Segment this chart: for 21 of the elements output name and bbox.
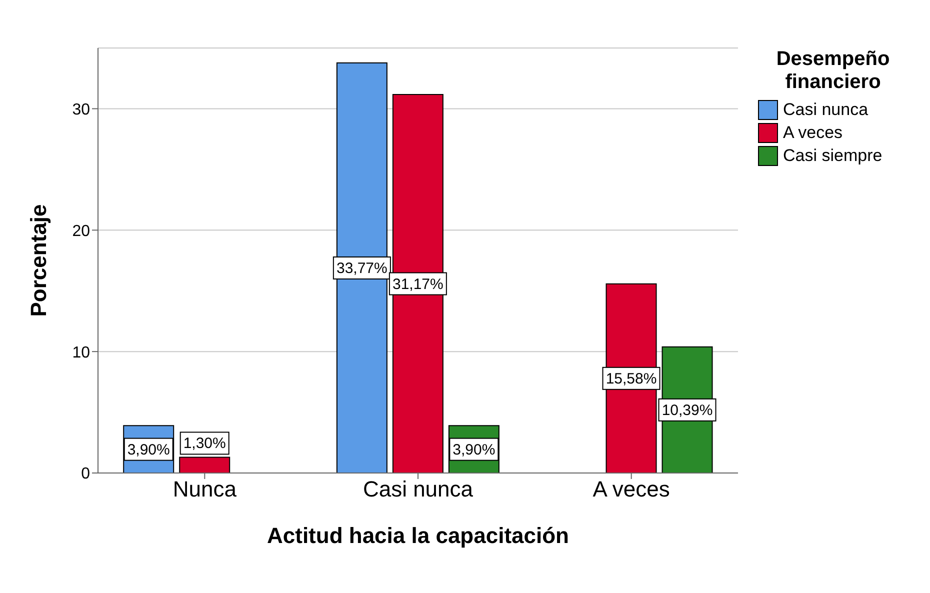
- x-tick-label: Nunca: [172, 476, 238, 502]
- y-axis-title: Porcentaje: [26, 204, 51, 317]
- data-label: 33,77%: [336, 260, 388, 277]
- x-tick-label: A veces: [592, 476, 670, 502]
- data-label: 3,90%: [127, 441, 170, 458]
- y-tick-label: 0: [81, 466, 90, 483]
- bar: [179, 456, 230, 473]
- x-axis-title: Actitud hacia la capacitación: [267, 523, 569, 548]
- legend-title: Desempeño financiero: [775, 48, 891, 94]
- legend-label: A veces: [783, 123, 843, 143]
- y-tick-label: 10: [72, 344, 90, 362]
- data-label: 1,30%: [183, 435, 226, 452]
- data-label: 31,17%: [392, 276, 444, 293]
- data-label: 15,58%: [606, 370, 657, 388]
- data-label: 10,39%: [662, 402, 713, 419]
- legend-label: Casi siempre: [783, 146, 882, 166]
- x-tick-label: Casi nunca: [362, 476, 474, 502]
- y-tick-label: 30: [72, 101, 90, 118]
- legend-label: Casi nunca: [783, 100, 868, 120]
- y-tick-label: 20: [72, 222, 90, 240]
- data-label: 3,90%: [452, 441, 496, 458]
